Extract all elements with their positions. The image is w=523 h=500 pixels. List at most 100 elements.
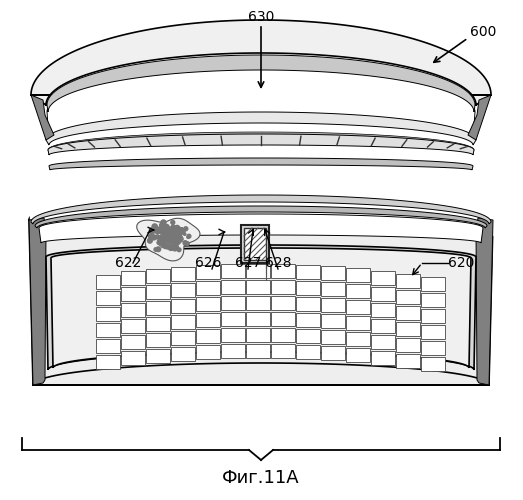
Bar xyxy=(96,322,120,336)
Bar xyxy=(421,310,445,324)
Circle shape xyxy=(152,237,154,240)
Circle shape xyxy=(177,239,179,242)
Circle shape xyxy=(170,234,173,236)
Circle shape xyxy=(187,234,191,238)
Polygon shape xyxy=(468,95,491,140)
Bar xyxy=(296,265,320,279)
Bar xyxy=(246,280,270,294)
Polygon shape xyxy=(47,55,475,112)
Circle shape xyxy=(158,241,162,244)
Circle shape xyxy=(161,242,166,248)
Circle shape xyxy=(154,230,158,233)
Bar xyxy=(271,328,295,342)
Bar xyxy=(146,317,170,331)
Circle shape xyxy=(156,232,158,234)
Bar xyxy=(371,350,395,364)
Bar xyxy=(396,338,420,351)
Circle shape xyxy=(168,234,172,236)
Polygon shape xyxy=(46,112,476,145)
Circle shape xyxy=(164,234,169,239)
Polygon shape xyxy=(48,134,474,155)
Bar xyxy=(196,298,220,312)
Bar xyxy=(171,314,195,328)
Circle shape xyxy=(164,234,167,238)
Bar xyxy=(246,264,270,278)
Circle shape xyxy=(147,238,152,243)
Circle shape xyxy=(165,244,170,249)
Circle shape xyxy=(171,233,176,238)
Bar xyxy=(321,282,345,296)
Bar xyxy=(271,264,295,278)
Circle shape xyxy=(175,231,181,236)
Circle shape xyxy=(166,230,172,236)
Circle shape xyxy=(157,242,160,244)
Bar xyxy=(221,328,245,342)
Circle shape xyxy=(166,236,168,238)
Circle shape xyxy=(165,224,169,228)
Circle shape xyxy=(169,232,174,236)
Bar xyxy=(296,345,320,359)
Circle shape xyxy=(160,230,163,234)
Text: Фиг.11А: Фиг.11А xyxy=(222,469,300,487)
Bar xyxy=(246,312,270,326)
Circle shape xyxy=(162,242,166,246)
Circle shape xyxy=(157,240,162,244)
Circle shape xyxy=(172,238,176,242)
Polygon shape xyxy=(48,132,474,152)
Bar xyxy=(196,330,220,344)
Bar xyxy=(421,342,445,355)
Polygon shape xyxy=(29,190,493,385)
Bar xyxy=(246,328,270,342)
Polygon shape xyxy=(47,68,475,140)
Polygon shape xyxy=(31,195,491,224)
Bar xyxy=(171,298,195,312)
Bar xyxy=(241,225,269,263)
Circle shape xyxy=(152,235,156,240)
Bar xyxy=(146,333,170,347)
Bar xyxy=(121,352,145,366)
Bar xyxy=(171,266,195,280)
Circle shape xyxy=(163,235,168,240)
Polygon shape xyxy=(31,95,54,140)
Circle shape xyxy=(161,230,165,235)
Bar xyxy=(346,268,370,282)
Bar xyxy=(246,296,270,310)
Bar xyxy=(296,313,320,327)
Bar xyxy=(221,344,245,358)
Circle shape xyxy=(160,238,165,243)
Circle shape xyxy=(174,226,180,232)
Circle shape xyxy=(169,232,173,236)
Bar xyxy=(221,312,245,326)
Circle shape xyxy=(180,228,183,230)
Bar xyxy=(396,274,420,287)
Circle shape xyxy=(168,239,172,243)
Bar xyxy=(271,280,295,294)
Polygon shape xyxy=(35,206,487,228)
Circle shape xyxy=(168,235,173,240)
Circle shape xyxy=(152,224,157,229)
Circle shape xyxy=(166,229,170,234)
Bar xyxy=(396,354,420,368)
Polygon shape xyxy=(49,158,473,170)
Polygon shape xyxy=(51,248,471,368)
Bar xyxy=(96,306,120,320)
Circle shape xyxy=(184,233,186,235)
Bar xyxy=(371,334,395,348)
Circle shape xyxy=(165,244,168,247)
Bar xyxy=(96,338,120,352)
Circle shape xyxy=(163,244,168,248)
Circle shape xyxy=(159,227,164,232)
Polygon shape xyxy=(46,245,476,370)
Bar xyxy=(271,344,295,358)
Bar xyxy=(421,294,445,308)
Circle shape xyxy=(177,236,183,242)
Bar xyxy=(421,358,445,372)
Circle shape xyxy=(179,233,182,236)
Circle shape xyxy=(156,247,161,252)
Circle shape xyxy=(168,234,171,237)
Bar xyxy=(271,296,295,310)
Circle shape xyxy=(166,235,170,240)
Bar xyxy=(396,322,420,336)
Text: 627: 627 xyxy=(235,256,261,270)
Text: 620: 620 xyxy=(448,256,474,270)
